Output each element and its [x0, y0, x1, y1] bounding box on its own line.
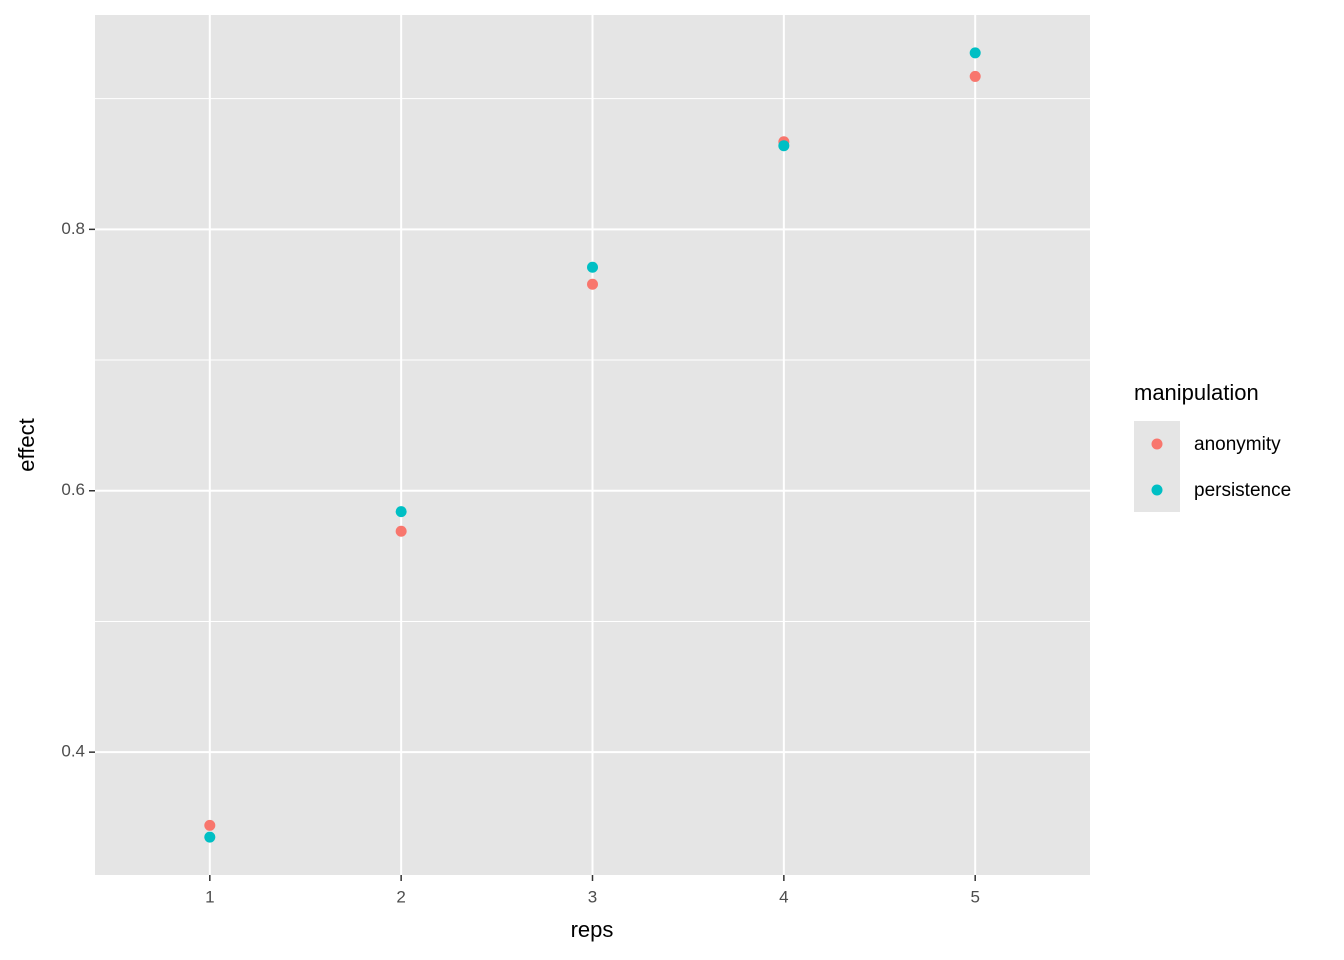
grid [95, 15, 1090, 875]
point [587, 261, 598, 273]
x-tick-label: 4 [779, 887, 788, 906]
x-axis-title: reps [571, 917, 614, 942]
point [204, 819, 216, 831]
point [587, 278, 598, 290]
point [395, 525, 407, 537]
x-tick-label: 3 [588, 887, 597, 906]
y-tick-label: 0.4 [61, 742, 85, 761]
x-tick-label: 5 [970, 887, 979, 906]
legend-label: persistence [1194, 480, 1291, 501]
y-tick-label: 0.8 [61, 219, 85, 238]
point [969, 47, 981, 59]
y-axis-title: effect [14, 418, 39, 471]
point [778, 140, 790, 152]
legend-keys [1134, 421, 1180, 512]
legend-label: anonymity [1194, 434, 1281, 455]
point [204, 831, 216, 843]
y-tick-label: 0.6 [61, 480, 85, 499]
legend-title: manipulation [1134, 380, 1259, 405]
point [969, 70, 981, 82]
legend-key [1151, 438, 1163, 450]
x-tick-label: 2 [396, 887, 405, 906]
legend-key [1151, 484, 1163, 496]
point [395, 506, 407, 518]
x-tick-label: 1 [205, 887, 214, 906]
